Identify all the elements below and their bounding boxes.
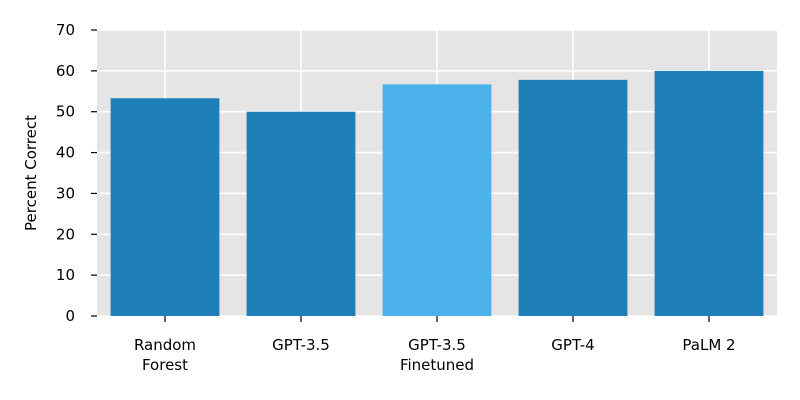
x-tick-label: GPT-3.5 Finetuned (400, 336, 474, 374)
y-tick-label: 40 (56, 144, 75, 162)
x-tick-label: GPT-3.5 (272, 336, 330, 354)
y-tick-label: 0 (65, 307, 75, 325)
y-tick-label: 60 (56, 62, 75, 80)
bar (110, 98, 220, 316)
y-axis-ticks: 0 10 20 30 40 50 60 70 (56, 21, 97, 325)
x-tick-label: PaLM 2 (682, 336, 735, 354)
y-tick-label: 20 (56, 225, 75, 243)
y-tick-label: 30 (56, 184, 75, 202)
y-axis-label: Percent Correct (22, 115, 40, 231)
bar (382, 84, 492, 316)
y-tick-label: 70 (56, 21, 75, 39)
bar (518, 79, 628, 317)
x-tick-label: Random Forest (134, 336, 196, 374)
x-tick-label: GPT-4 (551, 336, 594, 354)
x-axis-ticks: Random Forest GPT-3.5 GPT-3.5 Finetuned GPT-4… (134, 316, 736, 374)
y-tick-label: 50 (56, 103, 75, 121)
bars (110, 70, 764, 317)
y-tick-label: 10 (56, 266, 75, 284)
bar (246, 111, 356, 316)
bar (654, 70, 764, 316)
